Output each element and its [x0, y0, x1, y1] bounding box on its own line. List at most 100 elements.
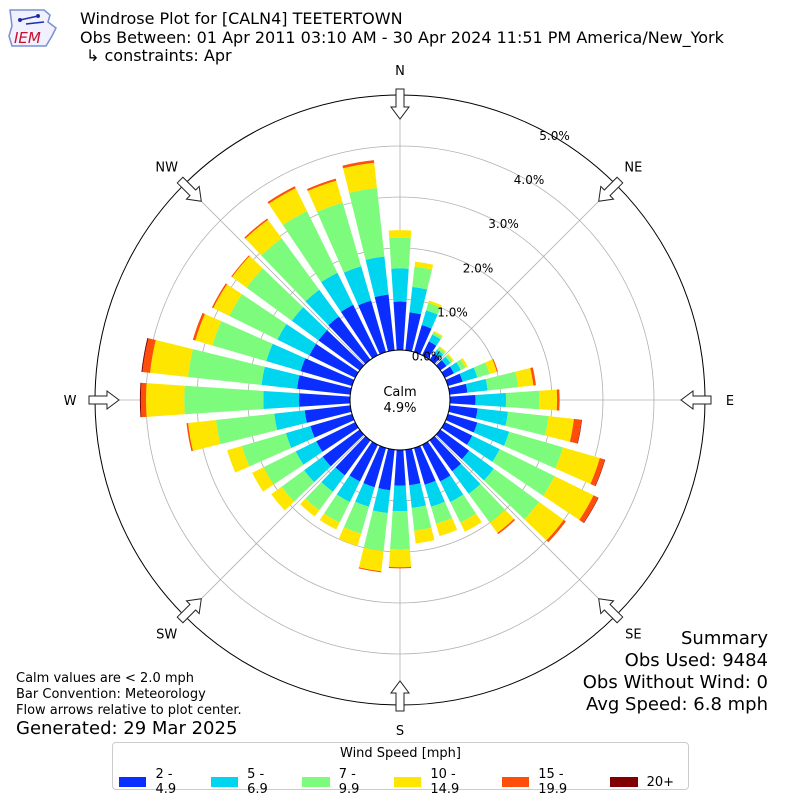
bar-segment	[299, 393, 351, 407]
bar-segment	[261, 366, 300, 389]
bar-segment	[461, 450, 494, 481]
bar-segment	[440, 475, 464, 503]
bar-segment	[595, 459, 606, 487]
bar-segment	[139, 382, 142, 418]
bar-segment	[485, 359, 497, 374]
bar-segment	[432, 332, 443, 340]
bar-segment	[277, 323, 317, 356]
bar-segment	[388, 566, 412, 569]
legend-label: 20+	[646, 774, 675, 790]
legend-label: 5 - 6.9	[247, 767, 268, 797]
bar-segment	[268, 188, 307, 225]
note-calm: Calm values are < 2.0 mph	[16, 671, 195, 686]
bar-segment	[485, 371, 519, 391]
bar-segment	[140, 382, 147, 418]
bar-segment	[505, 411, 549, 436]
bar-segment	[590, 458, 605, 487]
bar-segment	[245, 219, 282, 256]
bar-segment	[285, 426, 315, 448]
bar-segment	[335, 436, 371, 476]
bar-segment	[577, 419, 583, 444]
bar-segment	[475, 392, 507, 408]
radial-tick-label: 5.0%	[539, 129, 570, 143]
direction-label: NW	[155, 161, 178, 176]
bar-segment	[448, 383, 468, 395]
flow-arrow	[176, 598, 202, 624]
bar-segment	[184, 385, 264, 415]
bar-segment	[195, 313, 222, 346]
chart-title: Windrose Plot for [CALN4] TEETERTOWN	[80, 9, 403, 28]
bar-segment	[307, 180, 343, 212]
direction-label: E	[726, 394, 734, 409]
bar-segment	[434, 349, 444, 359]
bar-segment	[473, 362, 490, 378]
legend-item: 7 - 9.9	[302, 767, 380, 797]
radial-tick-label: 3.0%	[488, 217, 519, 231]
bar-segment	[414, 261, 434, 270]
bar-segment	[211, 283, 228, 309]
bar-segment	[372, 488, 391, 514]
bar-segment	[305, 482, 333, 511]
bar-segment	[188, 349, 265, 385]
bar-segment	[546, 519, 566, 543]
bar-segment	[229, 294, 287, 340]
bar-segment	[492, 449, 555, 496]
bar-segment	[141, 337, 149, 373]
bar-segment	[413, 325, 432, 355]
bar-segment	[363, 445, 387, 488]
bar-segment	[306, 178, 337, 191]
direction-label: SW	[156, 627, 177, 642]
bar-segment	[338, 527, 362, 546]
bar-segment	[271, 486, 294, 511]
bar-segment	[505, 390, 540, 410]
legend-swatch	[609, 777, 638, 787]
bar-segment	[452, 463, 481, 494]
bar-segment	[390, 510, 410, 550]
bar-segment	[426, 303, 441, 315]
bar-segment	[392, 485, 408, 512]
bar-segment	[321, 272, 354, 312]
legend-swatch	[501, 777, 530, 787]
flow-arrow	[598, 176, 624, 202]
bar-segment	[227, 445, 250, 473]
radial-tick-label: 4.0%	[514, 173, 545, 187]
bar-segment	[448, 405, 478, 419]
bar-segment	[391, 268, 409, 302]
bar-segment	[489, 509, 515, 533]
radial-tick-label: 2.0%	[463, 261, 494, 275]
bar-segment	[263, 451, 304, 485]
flow-arrow	[680, 390, 712, 410]
bar-segment	[465, 378, 488, 393]
bar-segment	[192, 312, 205, 341]
bar-segment	[267, 186, 296, 204]
bar-segment	[436, 518, 458, 537]
bar-segment	[349, 188, 385, 260]
bar-segment	[466, 435, 500, 462]
bar-segment	[447, 353, 454, 362]
bar-segment	[545, 416, 574, 442]
bar-segment	[428, 300, 442, 308]
bar-segment	[504, 431, 564, 469]
bar-segment	[297, 375, 352, 395]
bar-segment	[394, 449, 406, 486]
note-convention: Bar Convention: Meteorology	[16, 687, 206, 702]
bar-segment	[342, 160, 375, 169]
bar-segment	[281, 470, 315, 502]
legend-item: 20+	[609, 767, 675, 797]
title-block: Windrose Plot for [CALN4] TEETERTOWN Obs…	[80, 9, 724, 66]
bar-segment	[450, 494, 477, 523]
bar-segment	[389, 237, 411, 269]
bar-segment	[538, 389, 558, 411]
bar-segment	[449, 394, 476, 406]
bar-segment	[261, 238, 320, 302]
bar-segment	[150, 340, 193, 377]
bar-segment	[231, 255, 250, 278]
legend-label: 7 - 9.9	[338, 767, 360, 797]
chart-constraints: ↳ constraints: Apr	[86, 46, 232, 65]
legend-swatch	[393, 777, 422, 787]
summary-heading: Summary	[681, 628, 768, 649]
bar-segment	[186, 423, 193, 452]
bar-segment	[291, 307, 328, 341]
bar-segment	[365, 256, 389, 297]
bar-segment	[343, 266, 372, 306]
